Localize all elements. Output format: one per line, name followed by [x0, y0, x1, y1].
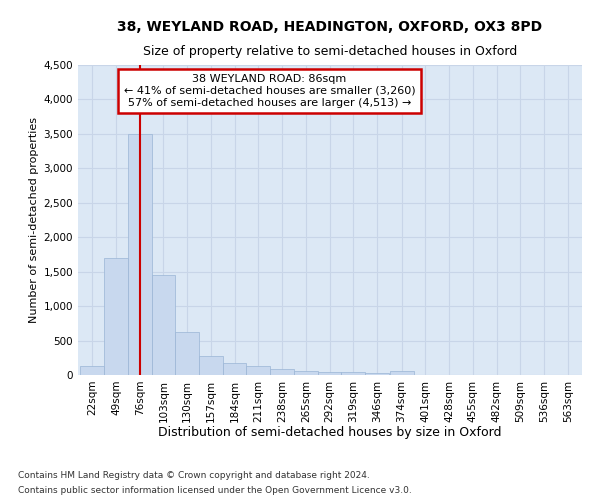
Bar: [175, 332, 199, 375]
Bar: [390, 371, 413, 375]
Text: 38 WEYLAND ROAD: 86sqm
← 41% of semi-detached houses are smaller (3,260)
57% of : 38 WEYLAND ROAD: 86sqm ← 41% of semi-det…: [124, 74, 415, 108]
X-axis label: Distribution of semi-detached houses by size in Oxford: Distribution of semi-detached houses by …: [158, 426, 502, 439]
Text: Contains HM Land Registry data © Crown copyright and database right 2024.: Contains HM Land Registry data © Crown c…: [18, 471, 370, 480]
Text: Contains public sector information licensed under the Open Government Licence v3: Contains public sector information licen…: [18, 486, 412, 495]
Bar: [80, 366, 104, 375]
Bar: [341, 372, 365, 375]
Text: Size of property relative to semi-detached houses in Oxford: Size of property relative to semi-detach…: [143, 45, 517, 58]
Bar: [247, 366, 270, 375]
Bar: [317, 372, 341, 375]
Bar: [199, 356, 223, 375]
Bar: [104, 258, 128, 375]
Bar: [152, 275, 175, 375]
Y-axis label: Number of semi-detached properties: Number of semi-detached properties: [29, 117, 40, 323]
Bar: [294, 371, 317, 375]
Text: 38, WEYLAND ROAD, HEADINGTON, OXFORD, OX3 8PD: 38, WEYLAND ROAD, HEADINGTON, OXFORD, OX…: [118, 20, 542, 34]
Bar: [128, 134, 152, 375]
Bar: [365, 373, 389, 375]
Bar: [223, 364, 247, 375]
Bar: [270, 369, 294, 375]
